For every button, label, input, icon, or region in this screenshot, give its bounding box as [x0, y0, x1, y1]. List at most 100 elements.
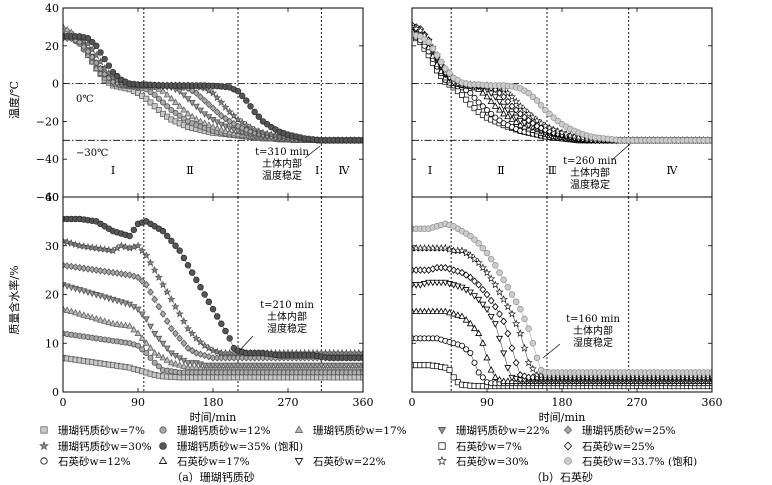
data-point: [520, 105, 529, 114]
data-point: [234, 115, 242, 123]
data-point: [450, 374, 457, 381]
data-point: [483, 306, 491, 314]
annotation-line: 土体内部: [267, 310, 307, 323]
data-point: [188, 363, 196, 371]
data-point: [479, 339, 487, 346]
data-point: [276, 362, 284, 370]
data-point: [204, 343, 213, 352]
data-point: [483, 290, 491, 299]
data-point: [549, 125, 558, 134]
data-point: [487, 366, 495, 373]
legend-item: 石英砂w=25%: [563, 440, 655, 453]
data-point: [155, 107, 162, 114]
data-point: [159, 280, 167, 289]
data-point: [709, 383, 712, 390]
data-point: [496, 269, 503, 276]
data-point: [463, 96, 470, 103]
data-point: [301, 362, 309, 370]
data-point: [171, 360, 180, 367]
data-point: [521, 315, 528, 323]
data-point: [163, 232, 171, 240]
data-point: [425, 38, 432, 46]
data-point: [104, 245, 113, 254]
data-point: [192, 103, 200, 111]
data-point: [229, 111, 238, 120]
data-point: [458, 312, 466, 319]
stage-b-4: Ⅳ: [667, 164, 679, 177]
data-point: [546, 110, 553, 118]
stage-a-1: Ⅰ: [111, 164, 115, 177]
x-tick-label: 90: [131, 396, 145, 409]
data-point: [176, 112, 183, 119]
annotation-line: 湿度稳定: [573, 336, 613, 349]
data-point: [516, 371, 524, 379]
data-point: [163, 317, 171, 326]
data-point: [504, 329, 512, 338]
label-minus30-degree: −30℃: [76, 148, 108, 159]
data-point: [437, 279, 445, 287]
data-point: [151, 331, 159, 338]
y-axis-label-moisture: 质量含水率/%: [7, 265, 21, 334]
legend-item: 石英砂w=30%: [437, 455, 529, 468]
data-point: [479, 89, 487, 96]
data-point: [155, 351, 163, 358]
data-point: [495, 287, 504, 296]
series-珊瑚钙质砂w=22%: [63, 282, 363, 370]
data-point: [250, 125, 259, 134]
data-point: [442, 65, 449, 72]
data-point: [234, 362, 242, 370]
label-zero-degree: 0℃: [76, 94, 94, 105]
legend-marker: [159, 442, 167, 450]
data-point: [255, 113, 263, 120]
series-珊瑚钙质砂w=17%: [63, 305, 363, 371]
data-point: [471, 105, 478, 112]
data-point: [180, 115, 187, 122]
data-point: [180, 362, 188, 369]
data-point: [512, 118, 520, 125]
data-point: [179, 317, 188, 325]
data-point: [412, 307, 420, 315]
data-point: [292, 362, 300, 370]
data-point: [155, 335, 163, 343]
data-point: [200, 341, 209, 350]
annotation-line: t=310 min: [255, 147, 309, 158]
legend-marker: [40, 426, 48, 434]
data-point: [425, 279, 433, 287]
y-tick-label: 0: [52, 78, 59, 91]
data-point: [126, 232, 133, 240]
data-point: [503, 302, 512, 311]
chart-panel-a-temperature: 40 20 0 −20 −40 −60: [36, 2, 364, 204]
x-axis-label: 时间/min: [539, 411, 586, 424]
data-point: [76, 310, 84, 317]
data-point: [122, 270, 129, 279]
data-point: [201, 96, 209, 105]
data-point: [483, 268, 491, 276]
data-point: [84, 242, 92, 251]
data-point: [566, 131, 575, 140]
data-point: [326, 362, 334, 370]
legend-label: 珊瑚钙质砂w=12%: [177, 424, 271, 437]
data-point: [492, 114, 499, 121]
series-group: [412, 220, 712, 390]
data-point: [520, 343, 529, 352]
legend-marker: [563, 425, 573, 435]
data-point: [504, 112, 512, 120]
legend-marker: [294, 458, 304, 466]
data-point: [117, 321, 125, 328]
data-point: [80, 264, 88, 273]
data-point: [97, 49, 104, 56]
data-point: [134, 306, 142, 314]
data-point: [147, 288, 154, 296]
stage-b-3: Ⅲ: [548, 164, 559, 177]
data-point: [504, 107, 512, 115]
data-point: [508, 309, 516, 318]
data-point: [454, 311, 462, 318]
data-point: [184, 109, 192, 117]
data-point: [154, 273, 163, 281]
data-point: [317, 362, 325, 370]
data-point: [134, 329, 142, 336]
data-point: [470, 324, 479, 332]
data-point: [525, 116, 533, 125]
data-point: [466, 319, 474, 327]
